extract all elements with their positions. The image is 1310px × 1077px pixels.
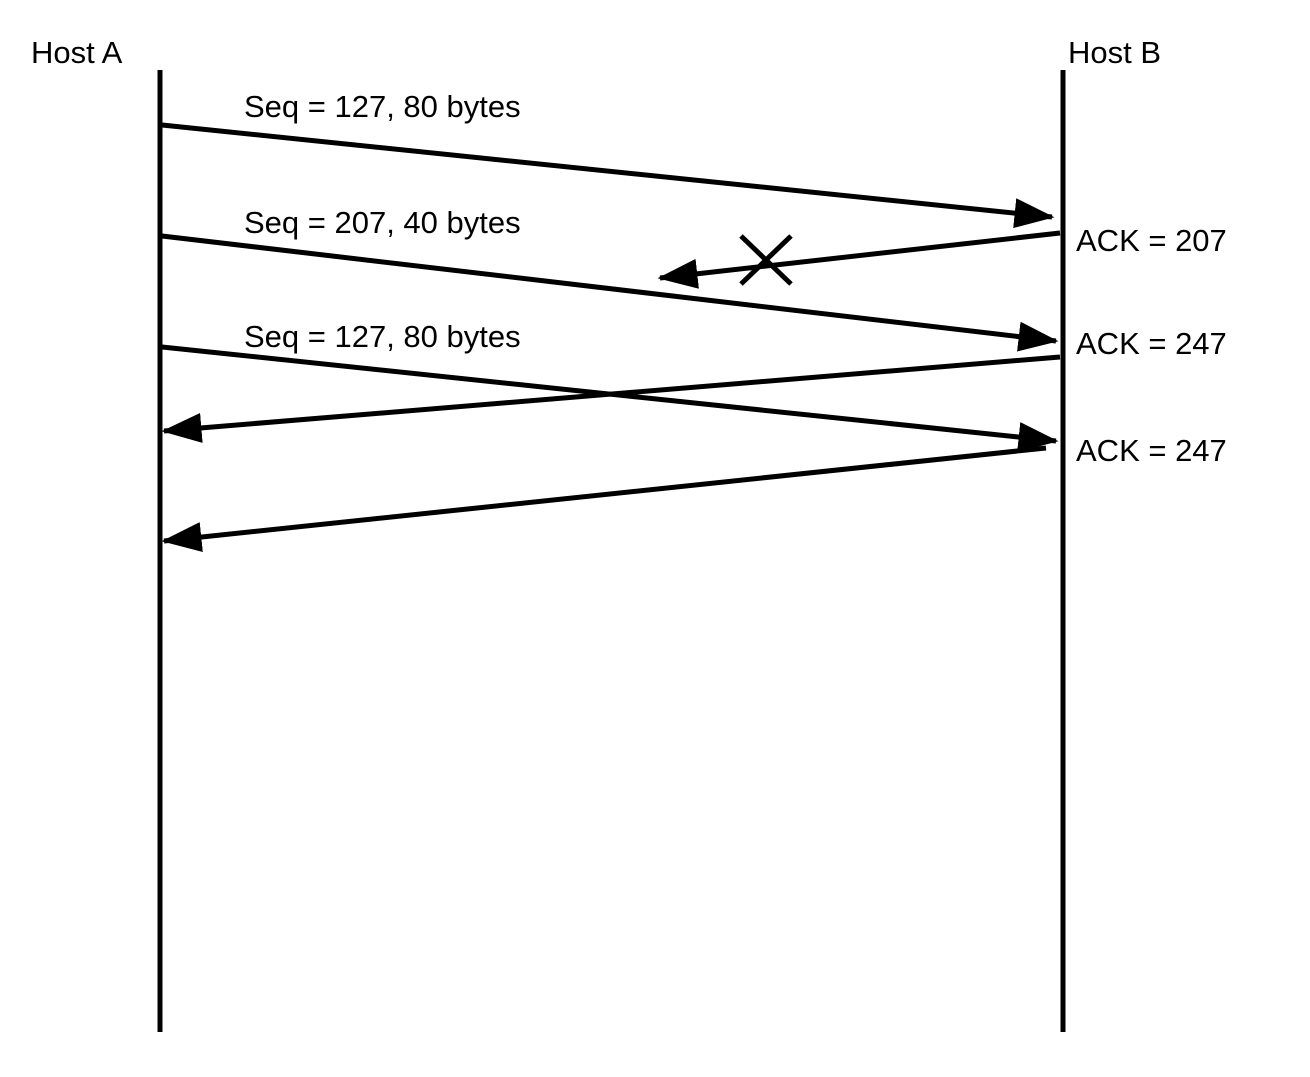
segment-label-3: Seq = 127, 80 bytes	[244, 319, 521, 354]
lost-x-icon	[739, 234, 793, 286]
segment-label-2: Seq = 207, 40 bytes	[244, 205, 521, 240]
host-b-label: Host B	[1068, 35, 1162, 70]
ack-arrow-1-lost	[657, 230, 1061, 289]
segment-arrow-2	[161, 233, 1059, 352]
ack-arrow-3	[161, 445, 1047, 552]
ack-label-1: ACK = 207	[1076, 223, 1227, 258]
segment-arrow-1	[161, 122, 1055, 229]
segment-label-1: Seq = 127, 80 bytes	[244, 89, 521, 124]
host-a-label: Host A	[31, 35, 123, 70]
ack-label-3: ACK = 247	[1076, 433, 1227, 468]
ack-label-2: ACK = 247	[1076, 326, 1227, 361]
segment-arrow-3	[161, 344, 1059, 452]
